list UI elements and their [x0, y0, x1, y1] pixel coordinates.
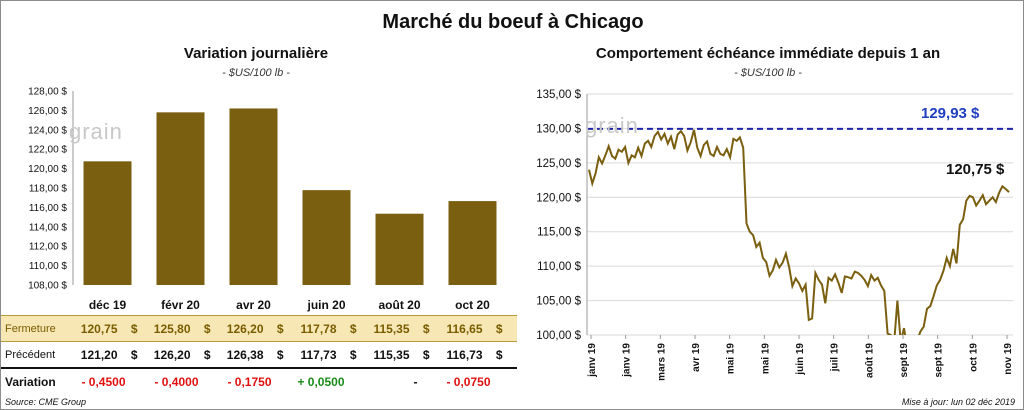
currency-symbol: $ — [203, 348, 211, 362]
y-tick-label: 126,00 $ — [28, 106, 67, 117]
bar — [156, 112, 205, 285]
table-cell: 121,20 — [80, 348, 118, 362]
y-tick-label: 110,00 $ — [537, 261, 582, 273]
row-label: Précédent — [5, 349, 56, 361]
table-cell: + 0,0500 — [297, 375, 345, 389]
x-tick-label: mars 19 — [656, 343, 667, 381]
y-tick-label: 110,00 $ — [29, 261, 68, 272]
currency-symbol: $ — [495, 348, 503, 362]
right-chart-unit: - $US/100 lb - — [734, 67, 802, 79]
currency-symbol: $ — [130, 322, 138, 336]
table-cell: - 0,4000 — [154, 375, 199, 389]
currency-symbol: $ — [276, 322, 284, 336]
grain-watermark-logo: grain — [69, 119, 123, 144]
currency-symbol: $ — [349, 348, 357, 362]
y-tick-label: 128,00 $ — [28, 87, 67, 98]
y-tick-label: 116,00 $ — [29, 203, 68, 214]
nearby-line-chart: 100,00 $ 105,00 $ 110,00 $ 115,00 $ 120,00 $… — [536, 89, 1014, 381]
currency-symbol: $ — [349, 322, 357, 336]
y-tick-label: 124,00 $ — [28, 125, 67, 136]
y-tick-label: 108,00 $ — [28, 281, 67, 292]
row-label: Fermeture — [5, 323, 56, 335]
reference-value-label: 129,93 $ — [921, 105, 980, 122]
y-tick-label: 114,00 $ — [29, 222, 68, 233]
table-cell: 116,65 — [446, 322, 483, 336]
y-tick-label: 135,00 $ — [536, 89, 581, 101]
table-cell: 117,78 — [300, 322, 337, 336]
table-cell: - 0,0750 — [446, 375, 491, 389]
last-value-label: 120,75 $ — [946, 161, 1005, 178]
y-tick-label: 125,00 $ — [536, 158, 581, 170]
x-tick-label: mai 19 — [760, 343, 771, 375]
table-cell: 126,20 — [226, 322, 264, 336]
bar — [83, 161, 132, 285]
y-tick-label: 100,00 $ — [536, 330, 581, 342]
currency-symbol: $ — [422, 348, 430, 362]
y-tick-label: 118,00 $ — [29, 184, 68, 195]
table-cell: 126,20 — [153, 348, 191, 362]
x-tick-label: nov 19 — [1003, 343, 1014, 375]
table-cell: 115,35 — [373, 348, 410, 362]
bar — [448, 201, 497, 285]
bar — [375, 213, 424, 285]
x-category-label: juin 20 — [306, 298, 345, 312]
table-cell: 125,80 — [153, 322, 191, 336]
table-row-precedent: Précédent 121,20 $126,20 $126,38 $117,73 $11… — [1, 342, 517, 369]
y-tick-label: 120,00 $ — [536, 192, 581, 204]
futures-bar-chart: 108,00 $ 110,00 $ 112,00 $ 114,00 $ 116,00 $… — [28, 87, 497, 312]
x-tick-label: janv 19 — [587, 343, 598, 378]
x-tick-label: juil 19 — [830, 343, 841, 373]
source-note: Source: CME Group — [5, 397, 87, 407]
currency-symbol: $ — [495, 322, 503, 336]
y-tick-label: 115,00 $ — [537, 227, 582, 239]
row-label: Variation — [5, 375, 56, 389]
y-tick-label: 112,00 $ — [29, 242, 68, 253]
x-category-label: août 20 — [378, 298, 420, 312]
left-chart-title: Variation journalière — [183, 45, 329, 62]
right-chart-title: Comportement échéance immédiate depuis 1… — [595, 45, 941, 62]
table-row-fermeture: Fermeture 120,75 $125,80 $126,20 $117,78 $11… — [1, 315, 517, 342]
table-cell: - 0,4500 — [81, 375, 126, 389]
x-tick-label: mai 19 — [726, 343, 737, 375]
x-tick-label: janv 19 — [622, 343, 633, 378]
table-cell: 120,75 — [80, 322, 118, 336]
table-row-variation: Variation - 0,4500 - 0,4000 - 0,1750 + 0,05… — [1, 369, 517, 396]
y-tick-label: 122,00 $ — [28, 145, 67, 156]
x-tick-label: juin 19 — [795, 343, 806, 376]
bar — [302, 190, 351, 285]
bar — [229, 108, 278, 286]
page-title: Marché du boeuf à Chicago — [382, 11, 644, 33]
table-cell: - 0,1750 — [227, 375, 272, 389]
y-tick-label: 120,00 $ — [28, 164, 67, 175]
x-category-label: févr 20 — [161, 298, 200, 312]
price-table: Fermeture 120,75 $125,80 $126,20 $117,78 $11… — [1, 315, 517, 396]
x-tick-label: avr 19 — [691, 343, 702, 372]
y-tick-label: 130,00 $ — [536, 123, 581, 135]
x-category-label: oct 20 — [455, 298, 490, 312]
table-cell: 117,73 — [300, 348, 337, 362]
x-tick-label: août 19 — [864, 343, 875, 378]
table-cell: 126,38 — [226, 348, 264, 362]
left-chart-unit: - $US/100 lb - — [222, 67, 290, 79]
x-category-label: avr 20 — [236, 298, 271, 312]
currency-symbol: $ — [130, 348, 138, 362]
currency-symbol: $ — [422, 322, 430, 336]
grain-watermark-logo: grain — [585, 113, 639, 138]
table-cell: - — [413, 375, 418, 389]
x-category-label: déc 19 — [89, 298, 127, 312]
x-tick-label: sept 19 — [934, 343, 945, 378]
currency-symbol: $ — [276, 348, 284, 362]
table-cell: 115,35 — [373, 322, 410, 336]
price-series-line — [588, 129, 1010, 335]
table-cell: 116,73 — [446, 348, 483, 362]
y-tick-label: 105,00 $ — [536, 296, 581, 308]
update-date: Mise à jour: lun 02 déc 2019 — [901, 397, 1015, 407]
x-tick-label: oct 19 — [968, 343, 979, 372]
x-tick-label: sept 19 — [899, 343, 910, 378]
currency-symbol: $ — [203, 322, 211, 336]
